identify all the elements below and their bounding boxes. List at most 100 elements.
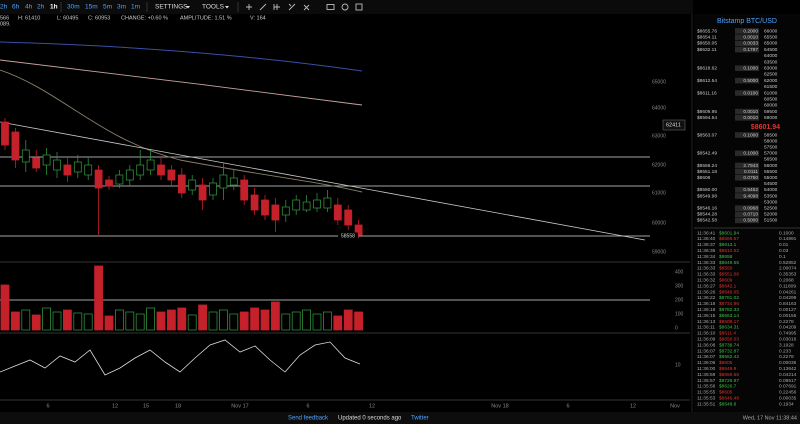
price-axis-label: 59000 <box>652 249 666 255</box>
order-price: $8608 <box>697 175 711 181</box>
candle-body <box>281 206 290 216</box>
amount-highlight <box>735 77 759 84</box>
twitter-link[interactable]: Twitter <box>411 416 429 422</box>
trade-amount: 0.14891 <box>779 236 797 242</box>
candle-body <box>11 131 20 161</box>
interval-button[interactable]: 2h <box>0 4 8 11</box>
volume-bar <box>281 313 291 331</box>
order-amount: 0.5000 <box>743 78 758 84</box>
order-amount: 0.0111 <box>744 169 758 175</box>
order-price: $8558.24 <box>697 163 717 169</box>
candle-body <box>125 169 134 181</box>
menu-button[interactable]: TOOLS <box>202 4 225 11</box>
menu-button[interactable]: SETTINGS <box>155 4 188 11</box>
order-level: 55000 <box>764 175 778 181</box>
trade-time: 11:36:40 <box>697 236 716 242</box>
stat: 566 <box>0 15 9 21</box>
candle-body <box>157 164 165 176</box>
volume-bar <box>218 309 228 331</box>
volume-axis-label: 100 <box>675 311 684 317</box>
trade-price: $8605 <box>719 390 733 396</box>
trade-amount: 0.13642 <box>779 366 797 372</box>
trade-price: $8642.1 <box>719 283 737 289</box>
sidebar-title: Bitstamp BTC/USD <box>717 18 777 25</box>
amount-highlight <box>735 162 759 169</box>
interval-button[interactable]: 6h <box>12 4 20 11</box>
interval-button[interactable]: 3m <box>117 4 126 11</box>
order-amount: 0.0010 <box>743 34 758 40</box>
interval-button[interactable]: 2h <box>37 4 45 11</box>
trade-price: $8648.8 <box>719 401 737 407</box>
candle-body <box>53 159 61 171</box>
mid-price: $8601.94 <box>751 124 780 131</box>
icon-fullscreen[interactable] <box>355 3 363 11</box>
order-level: 59000 <box>764 115 778 121</box>
order-amount: 0.0710 <box>743 212 758 218</box>
icon-settings[interactable] <box>341 3 349 11</box>
interval-button[interactable]: 4h <box>25 4 33 11</box>
volume-bar <box>10 311 20 331</box>
candle-body <box>292 199 301 211</box>
trade-price: $8609 <box>719 277 733 283</box>
icon-camera[interactable] <box>326 4 335 10</box>
trade-time: 11:36:09 <box>697 336 716 342</box>
order-level: 59500 <box>764 109 778 115</box>
volume-bar <box>156 311 166 331</box>
interval-button[interactable]: 30m <box>67 4 80 11</box>
trade-price: $8726.97 <box>719 378 739 384</box>
interval-button[interactable]: 5m <box>103 4 112 11</box>
trade-price: $8658 <box>719 254 733 260</box>
amount-highlight <box>735 217 759 224</box>
interval-button[interactable]: 1h <box>50 4 58 11</box>
trade-price: $8611.4 <box>719 331 736 337</box>
volume-bar <box>177 307 187 331</box>
icon-pen[interactable] <box>288 3 296 11</box>
price-axis-label: 62000 <box>652 162 666 168</box>
icon-crosshair[interactable] <box>246 4 252 10</box>
trade-time: 11:36:15 <box>697 313 716 319</box>
trade-price: $8738.74 <box>719 342 739 348</box>
volume-bar <box>270 301 280 331</box>
amount-highlight <box>735 108 759 115</box>
interval-button[interactable]: 1m <box>131 4 140 11</box>
feedback-link[interactable]: Send feedback <box>288 416 329 422</box>
last-price-tag: 62411 <box>666 122 681 128</box>
trade-amount: 0.03 <box>779 248 789 254</box>
order-amount: 0.1000 <box>743 132 758 138</box>
volume-axis-label: 400 <box>675 269 684 275</box>
candle-body <box>1 121 9 146</box>
order-price: $8612.54 <box>697 78 717 84</box>
trade-amount: 0.01 <box>779 242 789 248</box>
trade-price: $8626.7 <box>719 384 737 390</box>
icon-line[interactable] <box>259 3 267 11</box>
low-price-tag: 58558 <box>341 233 355 239</box>
volume-bar <box>31 314 41 331</box>
trade-amount: 0.07691 <box>779 384 797 390</box>
trade-time: 11:36:41 <box>697 230 716 236</box>
trade-price: $8781.02 <box>719 295 739 301</box>
volume-bar <box>135 313 145 331</box>
interval-button[interactable]: 15m <box>85 4 98 11</box>
stat: CHANGE: +0.60 % <box>121 15 168 21</box>
time-axis-label: 6 <box>306 403 309 409</box>
candle-body <box>84 164 93 176</box>
stat: C: 60953 <box>88 15 110 21</box>
order-amount: 0.1000 <box>743 151 758 157</box>
volume-bar <box>125 311 135 331</box>
order-price: $8542.58 <box>697 218 717 224</box>
order-level: 53000 <box>764 199 778 205</box>
trade-time: 11:36:33 <box>697 272 716 278</box>
icon-clear[interactable] <box>303 4 310 11</box>
trade-amount: 0.84163 <box>779 301 797 307</box>
candle-body <box>229 177 238 186</box>
trade-price: $8782.33 <box>719 307 739 313</box>
trade-price: $8663.14 <box>719 313 739 319</box>
icon-fib[interactable] <box>273 4 280 10</box>
content: 2h 6h 4h 2h 1h 30m 15m 5m 3m 1m SETTINGS TOOLS 566 H:… <box>0 4 797 422</box>
price-tag-box <box>662 119 686 131</box>
price-axis-label: 65000 <box>652 79 666 85</box>
volume-bar <box>250 307 260 331</box>
order-amount: 0.0010 <box>743 109 758 115</box>
volume-bar <box>187 314 197 331</box>
volume-bar <box>21 309 31 331</box>
